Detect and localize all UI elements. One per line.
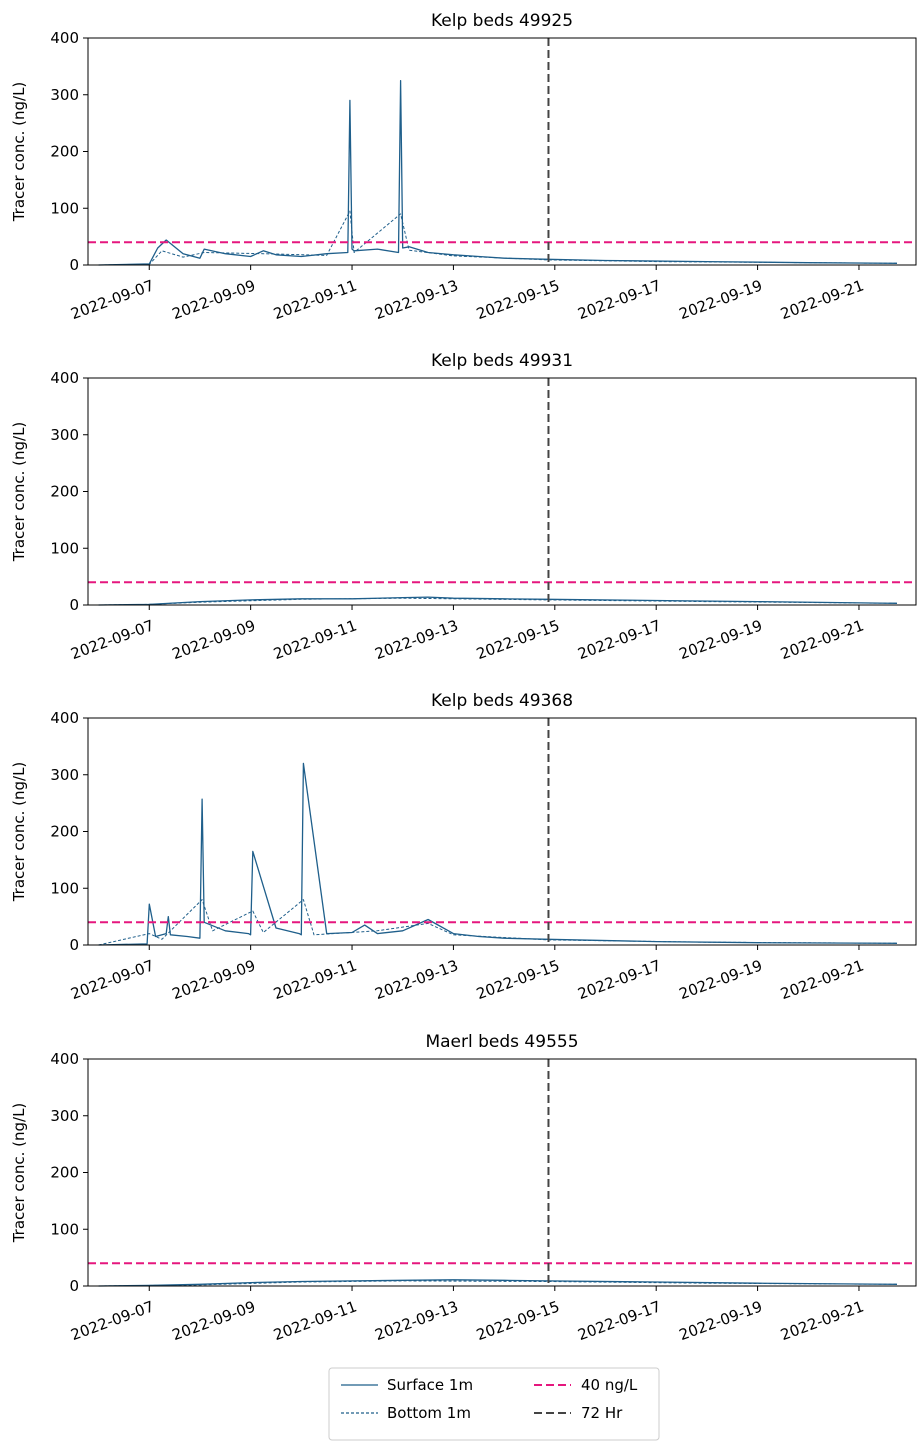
- legend-label-bottom: Bottom 1m: [387, 1404, 471, 1422]
- axes-frame: [87, 377, 917, 606]
- x-tick-label: 2022-09-09: [170, 1297, 258, 1344]
- axes-frame: [87, 717, 917, 946]
- panel-3: Kelp beds 49368 Tracer conc. (ng/L) 0 100 20…: [10, 691, 917, 1003]
- y-tick-label: 300: [50, 86, 79, 104]
- y-tick-label: 200: [50, 823, 79, 841]
- legend-frame: [328, 1367, 660, 1441]
- y-tick-label: 0: [69, 256, 79, 274]
- series-surface-line: [98, 79, 898, 266]
- y-tick-label: 0: [69, 1277, 79, 1295]
- y-tick-label: 100: [50, 879, 79, 897]
- x-tick-label: 2022-09-19: [677, 616, 765, 663]
- x-tick-label: 2022-09-21: [778, 956, 866, 1003]
- x-tick-label: 2022-09-07: [68, 1297, 156, 1344]
- x-tick-label: 2022-09-21: [778, 616, 866, 663]
- panel-title: Kelp beds 49925: [431, 11, 573, 31]
- series-bottom-line: [98, 597, 898, 606]
- y-tick-label: 100: [50, 539, 79, 557]
- x-tick-label: 2022-09-13: [373, 956, 461, 1003]
- x-tick-label: 2022-09-21: [778, 276, 866, 323]
- x-tick-label: 2022-09-11: [271, 616, 359, 663]
- x-tick-label: 2022-09-15: [474, 1297, 562, 1344]
- chart-panels: Kelp beds 49925 Tracer conc. (ng/L) 0 100 20…: [10, 11, 917, 1344]
- y-tick-label: 0: [69, 936, 79, 954]
- x-tick-label: 2022-09-11: [271, 1297, 359, 1344]
- x-tick-label: 2022-09-15: [474, 956, 562, 1003]
- panel-2: Kelp beds 49931 Tracer conc. (ng/L) 0 100 20…: [10, 351, 917, 663]
- panel-4: Maerl beds 49555 Tracer conc. (ng/L) 0 100 2…: [10, 1032, 917, 1344]
- axes-frame: [87, 37, 917, 266]
- y-tick-label: 400: [50, 29, 79, 47]
- panel-title: Maerl beds 49555: [425, 1032, 578, 1052]
- x-tick-label: 2022-09-19: [677, 276, 765, 323]
- panel-title: Kelp beds 49368: [431, 691, 573, 711]
- panel-title: Kelp beds 49931: [431, 351, 573, 371]
- x-tick-label: 2022-09-17: [575, 276, 663, 323]
- series-surface-line: [98, 596, 898, 606]
- x-tick-label: 2022-09-19: [677, 1297, 765, 1344]
- y-tick-label: 200: [50, 1164, 79, 1182]
- y-tick-label: 200: [50, 143, 79, 161]
- series-surface-line: [98, 1279, 898, 1287]
- y-axis-label: Tracer conc. (ng/L): [10, 1103, 28, 1244]
- y-axis-label: Tracer conc. (ng/L): [10, 422, 28, 563]
- x-tick-label: 2022-09-17: [575, 1297, 663, 1344]
- axes-frame: [87, 1058, 917, 1287]
- y-tick-label: 0: [69, 596, 79, 614]
- x-tick-label: 2022-09-09: [170, 276, 258, 323]
- x-tick-label: 2022-09-21: [778, 1297, 866, 1344]
- series-surface-line: [98, 762, 898, 946]
- x-tick-label: 2022-09-07: [68, 956, 156, 1003]
- legend-label-threshold: 40 ng/L: [581, 1376, 638, 1394]
- y-tick-label: 200: [50, 483, 79, 501]
- y-tick-label: 100: [50, 199, 79, 217]
- x-tick-label: 2022-09-13: [373, 276, 461, 323]
- x-tick-label: 2022-09-15: [474, 616, 562, 663]
- legend: Surface 1m Bottom 1m 40 ng/L 72 Hr: [328, 1367, 660, 1441]
- x-tick-label: 2022-09-07: [68, 276, 156, 323]
- y-tick-label: 400: [50, 1050, 79, 1068]
- x-tick-label: 2022-09-09: [170, 956, 258, 1003]
- y-axis-label: Tracer conc. (ng/L): [10, 762, 28, 903]
- x-tick-label: 2022-09-13: [373, 616, 461, 663]
- legend-label-72hr: 72 Hr: [581, 1404, 623, 1422]
- y-tick-label: 400: [50, 709, 79, 727]
- y-tick-label: 300: [50, 766, 79, 784]
- series-bottom-line: [98, 210, 898, 266]
- x-tick-label: 2022-09-07: [68, 616, 156, 663]
- x-tick-label: 2022-09-11: [271, 956, 359, 1003]
- x-tick-label: 2022-09-17: [575, 616, 663, 663]
- x-tick-label: 2022-09-11: [271, 276, 359, 323]
- legend-label-surface: Surface 1m: [387, 1376, 473, 1394]
- x-tick-label: 2022-09-15: [474, 276, 562, 323]
- series-bottom-line: [98, 899, 898, 946]
- y-axis-label: Tracer conc. (ng/L): [10, 82, 28, 223]
- x-tick-label: 2022-09-17: [575, 956, 663, 1003]
- y-tick-label: 300: [50, 1107, 79, 1125]
- x-tick-label: 2022-09-19: [677, 956, 765, 1003]
- x-tick-label: 2022-09-13: [373, 1297, 461, 1344]
- series-bottom-line: [98, 1280, 898, 1287]
- y-tick-label: 400: [50, 369, 79, 387]
- x-tick-label: 2022-09-09: [170, 616, 258, 663]
- panel-1: Kelp beds 49925 Tracer conc. (ng/L) 0 100 20…: [10, 11, 917, 323]
- y-tick-label: 300: [50, 426, 79, 444]
- y-tick-label: 100: [50, 1220, 79, 1238]
